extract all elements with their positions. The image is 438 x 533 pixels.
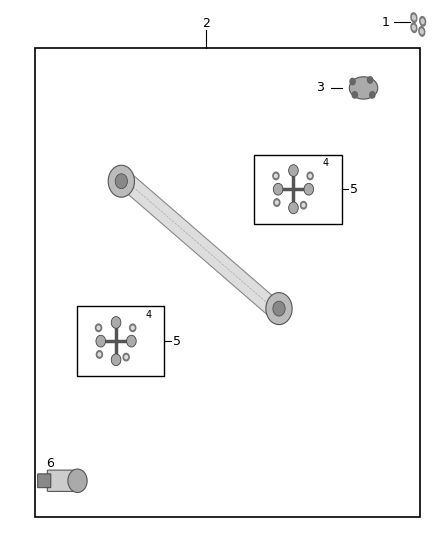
Ellipse shape — [273, 301, 285, 316]
Bar — [35, 48, 420, 517]
Circle shape — [130, 324, 136, 332]
Circle shape — [350, 78, 355, 85]
Ellipse shape — [413, 15, 415, 20]
Bar — [254, 155, 342, 224]
Ellipse shape — [349, 77, 378, 99]
Ellipse shape — [420, 29, 423, 34]
Circle shape — [274, 199, 280, 206]
Text: 2: 2 — [202, 18, 210, 30]
Ellipse shape — [111, 317, 121, 328]
Circle shape — [352, 92, 357, 98]
FancyBboxPatch shape — [47, 470, 78, 491]
Ellipse shape — [411, 23, 417, 33]
Circle shape — [275, 174, 277, 177]
Circle shape — [96, 351, 102, 358]
Ellipse shape — [115, 174, 127, 189]
Text: 6: 6 — [46, 457, 54, 470]
Ellipse shape — [96, 335, 106, 347]
Ellipse shape — [420, 17, 426, 26]
Circle shape — [276, 201, 278, 204]
Ellipse shape — [273, 183, 283, 195]
Circle shape — [370, 92, 375, 98]
Ellipse shape — [421, 19, 424, 23]
Circle shape — [300, 201, 307, 209]
Ellipse shape — [289, 202, 298, 214]
Circle shape — [123, 353, 129, 361]
Ellipse shape — [266, 293, 292, 325]
Ellipse shape — [419, 27, 425, 36]
Circle shape — [302, 204, 305, 207]
Bar — [77, 306, 164, 376]
Circle shape — [95, 324, 102, 332]
Text: 3: 3 — [316, 82, 324, 94]
Text: 4: 4 — [323, 158, 329, 168]
Text: 5: 5 — [350, 183, 358, 196]
Ellipse shape — [111, 354, 121, 366]
Circle shape — [309, 174, 311, 177]
Ellipse shape — [413, 26, 415, 30]
Ellipse shape — [127, 335, 136, 347]
Ellipse shape — [411, 13, 417, 22]
Polygon shape — [119, 171, 281, 319]
Circle shape — [125, 356, 127, 359]
Text: 4: 4 — [145, 310, 152, 320]
Circle shape — [307, 172, 313, 180]
Circle shape — [131, 326, 134, 329]
Circle shape — [367, 77, 373, 83]
FancyBboxPatch shape — [38, 474, 51, 488]
Ellipse shape — [304, 183, 314, 195]
Circle shape — [68, 469, 87, 492]
Text: 1: 1 — [381, 16, 389, 29]
Ellipse shape — [108, 165, 134, 197]
Circle shape — [97, 326, 100, 329]
Text: 5: 5 — [173, 335, 181, 348]
Circle shape — [98, 353, 101, 356]
Circle shape — [273, 172, 279, 180]
Ellipse shape — [289, 165, 298, 176]
